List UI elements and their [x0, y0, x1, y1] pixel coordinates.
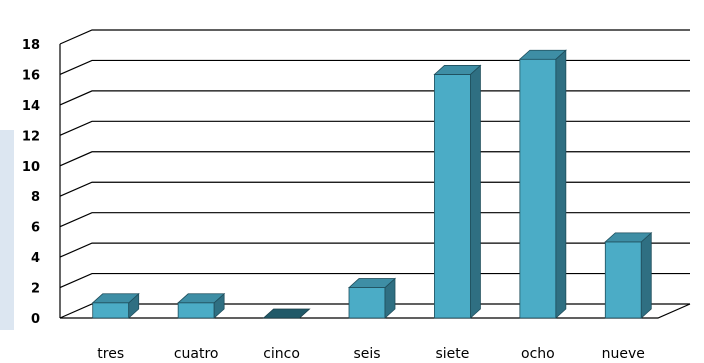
y-tick-label: 6 [31, 221, 40, 236]
bar-ocho [518, 49, 567, 319]
x-tick-label: cuatro [174, 346, 219, 362]
gridline [59, 212, 690, 228]
y-tick-label: 10 [22, 160, 40, 175]
gridline [59, 120, 690, 136]
x-tick-label: ocho [521, 346, 555, 362]
x-axis-labels: tres cuatro cinco seis siete ocho nueve [97, 346, 645, 362]
y-tick-label: 8 [31, 190, 40, 205]
x-tick-label: nueve [602, 346, 645, 362]
x-tick-label: cinco [263, 346, 300, 362]
gridlines [59, 29, 691, 319]
gridline [59, 303, 690, 319]
bar-nueve [604, 231, 653, 319]
bars [91, 49, 653, 319]
gridline [59, 90, 690, 106]
bar-tres [91, 292, 140, 319]
gridline [59, 151, 690, 167]
gridline [59, 242, 690, 258]
bar-siete [433, 64, 482, 319]
y-tick-label: 18 [22, 38, 40, 53]
y-axis-ticks: 0 2 4 6 8 10 12 14 16 18 [22, 38, 40, 327]
gridline [59, 272, 690, 289]
x-tick-label: seis [353, 346, 380, 362]
y-tick-label: 14 [22, 99, 40, 114]
x-axis-floor [60, 303, 691, 319]
bar-cuatro [177, 292, 226, 319]
y-tick-label: 16 [22, 68, 40, 83]
gridline [59, 29, 690, 45]
y-tick-label: 4 [31, 251, 40, 266]
bar-cinco [262, 308, 311, 319]
y-tick-label: 0 [31, 312, 40, 327]
y-tick-label: 12 [22, 129, 40, 144]
x-tick-label: siete [435, 346, 469, 362]
y-tick-label: 2 [31, 282, 40, 297]
bar-seis [347, 277, 397, 319]
x-tick-label: tres [97, 346, 124, 362]
gridline [59, 59, 690, 75]
gridline [59, 181, 690, 197]
side-strip [0, 130, 14, 330]
